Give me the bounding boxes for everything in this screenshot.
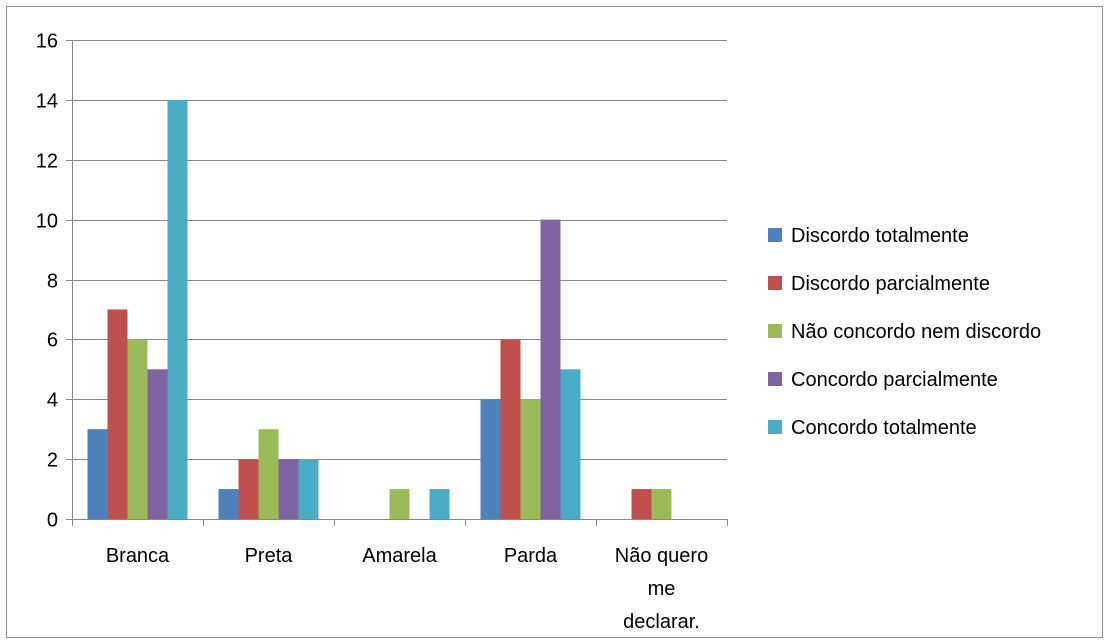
bar	[540, 219, 561, 519]
legend-label: Discordo totalmente	[791, 225, 969, 247]
legend: Discordo totalmente Discordo parcialmente…	[768, 225, 1041, 439]
bar	[167, 99, 188, 519]
legend-label: Concordo parcialmente	[791, 369, 998, 391]
bar	[429, 489, 450, 519]
x-tick-label: Amarela	[362, 545, 437, 567]
legend-swatch	[768, 276, 782, 290]
legend-label: Não concordo nem discordo	[791, 321, 1041, 343]
bar	[258, 429, 279, 519]
axes: 0 2 4 6 8 10 12 14 16 Branca Preta Amarela Parda Não …	[36, 31, 728, 633]
legend-swatch	[768, 324, 782, 338]
bar	[218, 489, 239, 519]
y-tick-label: 4	[47, 390, 58, 412]
y-tick-label: 14	[36, 91, 58, 113]
bar	[298, 459, 319, 519]
bar	[389, 489, 410, 519]
y-tick-label: 8	[47, 271, 58, 293]
x-tick-label: Parda	[504, 545, 558, 567]
y-tick-label: 0	[47, 510, 58, 532]
bar	[238, 459, 259, 519]
bar	[127, 339, 148, 519]
bar	[651, 489, 672, 519]
y-tick-label: 2	[47, 450, 58, 472]
bar	[631, 489, 652, 519]
y-tick-label: 12	[36, 151, 58, 173]
legend-label: Discordo parcialmente	[791, 273, 990, 295]
y-tick-label: 16	[36, 31, 58, 53]
bar	[107, 309, 128, 519]
bars	[87, 99, 672, 519]
legend-label: Concordo totalmente	[791, 417, 977, 439]
bar	[147, 369, 168, 519]
legend-swatch	[768, 372, 782, 386]
y-tick-label: 10	[36, 211, 58, 233]
x-tick-label: Preta	[245, 545, 294, 567]
bar	[520, 399, 541, 519]
bar	[480, 399, 501, 519]
x-tick-label: Não quero me declarar.	[615, 545, 708, 633]
legend-swatch	[768, 228, 782, 242]
bar	[87, 429, 108, 519]
bar	[278, 459, 299, 519]
x-tick-label: Branca	[106, 545, 170, 567]
y-tick-label: 6	[47, 330, 58, 352]
legend-swatch	[768, 420, 782, 434]
bar	[560, 369, 581, 519]
bar	[500, 339, 521, 519]
